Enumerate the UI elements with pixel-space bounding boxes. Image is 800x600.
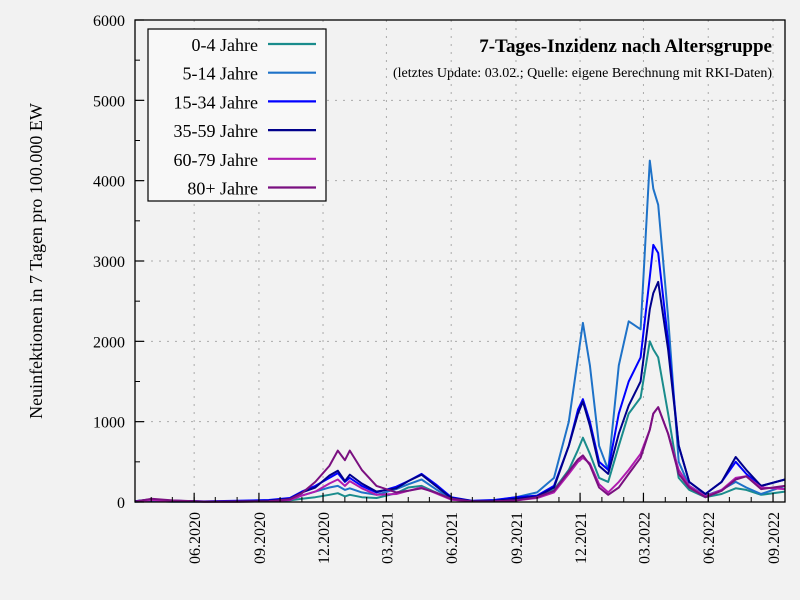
y-axis-label: Neuinfektionen in 7 Tagen pro 100.000 EW <box>26 103 46 419</box>
chart-subtitle: (letztes Update: 03.02.; Quelle: eigene … <box>393 66 772 81</box>
legend-label: 0-4 Jahre <box>192 35 258 55</box>
legend-label: 5-14 Jahre <box>183 64 258 84</box>
x-tick-label: 09.2022 <box>766 512 783 564</box>
series-line-35-59-jahre <box>134 280 786 503</box>
legend-box <box>147 28 327 202</box>
x-tick-label: 09.2020 <box>252 512 269 564</box>
x-tick-label: 12.2020 <box>316 512 333 564</box>
x-tick-label: 03.2021 <box>379 512 396 564</box>
y-tick-label: 6000 <box>93 13 125 30</box>
series-lines <box>134 159 786 503</box>
x-tick-label: 06.2022 <box>701 512 718 564</box>
legend-label: 35-59 Jahre <box>174 121 258 141</box>
legend-label: 15-34 Jahre <box>174 92 258 112</box>
y-tick-label: 0 <box>117 495 125 512</box>
y-tick-label: 3000 <box>93 254 125 271</box>
x-tick-label: 12.2021 <box>573 512 590 564</box>
legend-label: 60-79 Jahre <box>174 150 258 170</box>
x-tick-label: 06.2020 <box>187 512 204 564</box>
axes: 0 1000 2000 3000 4000 5000 6000 06.2020 09.2020 1… <box>93 13 783 564</box>
legend: 0-4 Jahre 5-14 Jahre 15-34 Jahre 35-59 Jahr… <box>147 28 327 202</box>
series-line-5-14-jahre <box>134 159 786 503</box>
x-tick-label: 09.2021 <box>509 512 526 564</box>
series-line-80-jahre <box>134 406 786 503</box>
legend-label: 80+ Jahre <box>187 179 258 199</box>
y-tick-label: 5000 <box>93 93 125 110</box>
y-tick-label: 2000 <box>93 334 125 351</box>
series-line-15-34-jahre <box>134 243 786 503</box>
x-tick-label: 03.2022 <box>636 512 653 564</box>
y-tick-label: 1000 <box>93 415 125 432</box>
y-tick-label: 4000 <box>93 174 125 191</box>
chart-title: 7-Tages-Inzidenz nach Altersgruppe <box>479 36 772 57</box>
x-tick-label: 06.2021 <box>444 512 461 564</box>
